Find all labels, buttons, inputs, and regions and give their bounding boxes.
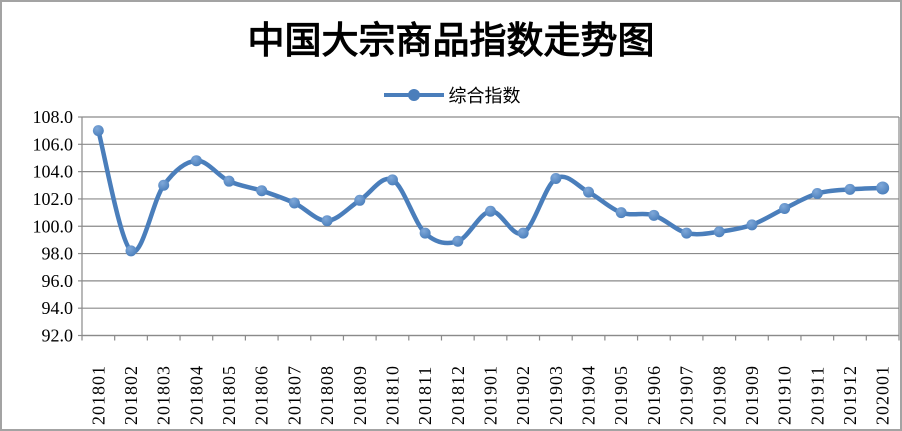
x-axis-tick-label: 201912	[840, 365, 860, 425]
data-point-marker	[419, 227, 431, 239]
x-axis-tick-label: 201806	[252, 365, 272, 425]
x-axis-tick-label: 201905	[611, 365, 631, 425]
x-axis-tick-label: 201810	[382, 365, 402, 425]
data-point-marker	[125, 245, 137, 257]
data-point-marker	[844, 183, 856, 195]
data-point-marker	[811, 187, 823, 199]
data-point-marker	[256, 185, 268, 197]
data-point-marker	[746, 219, 758, 231]
data-point-marker	[550, 172, 562, 184]
series-marker-icon	[383, 89, 444, 101]
x-axis-tick-label: 201802	[121, 365, 141, 425]
series-line	[96, 128, 885, 254]
x-axis-tick-label: 201910	[775, 365, 795, 425]
y-axis-tick-label: 106.0	[33, 134, 74, 154]
x-axis-tick-label: 201909	[742, 365, 762, 425]
x-axis-tick-label: 201908	[709, 365, 729, 425]
x-axis-tick-label: 201812	[448, 365, 468, 425]
x-axis-tick-label: 201804	[186, 365, 206, 425]
data-point-marker	[223, 175, 235, 187]
y-axis-tick-label: 92.0	[42, 326, 74, 346]
data-point-marker	[648, 209, 660, 221]
x-axis-tick-label: 201808	[317, 365, 337, 425]
data-point-marker	[354, 194, 366, 206]
data-point-marker	[288, 197, 300, 209]
y-axis-tick-label: 94.0	[42, 298, 74, 318]
data-point-marker	[681, 227, 693, 239]
legend-series-label: 综合指数	[448, 86, 521, 106]
data-point-marker	[517, 227, 529, 239]
y-axis-tick-label: 102.0	[33, 189, 74, 209]
data-point-marker	[386, 174, 398, 186]
x-axis-tick-label: 201911	[807, 366, 827, 425]
x-axis-tick-label: 201803	[154, 365, 174, 425]
data-point-marker	[190, 155, 202, 167]
data-point-marker	[583, 186, 595, 198]
x-axis-tick-label: 201904	[579, 365, 599, 425]
y-axis-tick-label: 96.0	[42, 271, 74, 291]
y-axis-tick-label: 100.0	[33, 216, 74, 236]
x-axis-tick-label: 201807	[284, 365, 304, 425]
data-point-marker	[876, 181, 890, 195]
x-axis-tick-label: 201903	[546, 365, 566, 425]
x-axis-tick-label: 201907	[677, 365, 697, 425]
x-axis-tick-label: 201901	[481, 365, 501, 425]
data-point-marker	[713, 226, 725, 238]
data-point-marker	[452, 235, 464, 247]
y-axis-tick-label: 108.0	[33, 107, 74, 127]
x-axis-tick-label: 201801	[88, 365, 108, 425]
x-axis-tick-label: 201902	[513, 365, 533, 425]
x-axis-tick-label: 201811	[415, 366, 435, 425]
data-point-marker	[92, 125, 104, 137]
data-point-marker	[615, 207, 627, 219]
x-axis-tick-label: 201809	[350, 365, 370, 425]
data-point-marker	[158, 179, 170, 191]
x-axis-tick-label: 201805	[219, 365, 239, 425]
y-axis-tick-label: 104.0	[33, 162, 74, 182]
data-point-marker	[321, 215, 333, 227]
chart-title: 中国大宗商品指数走势图	[247, 21, 655, 62]
data-point-marker	[779, 202, 791, 214]
x-axis-tick-label: 201906	[644, 365, 664, 425]
y-axis-tick-label: 98.0	[42, 244, 74, 264]
legend: 综合指数	[2, 82, 900, 108]
data-point-marker	[485, 205, 496, 217]
x-axis-tick-label: 202001	[873, 365, 893, 425]
